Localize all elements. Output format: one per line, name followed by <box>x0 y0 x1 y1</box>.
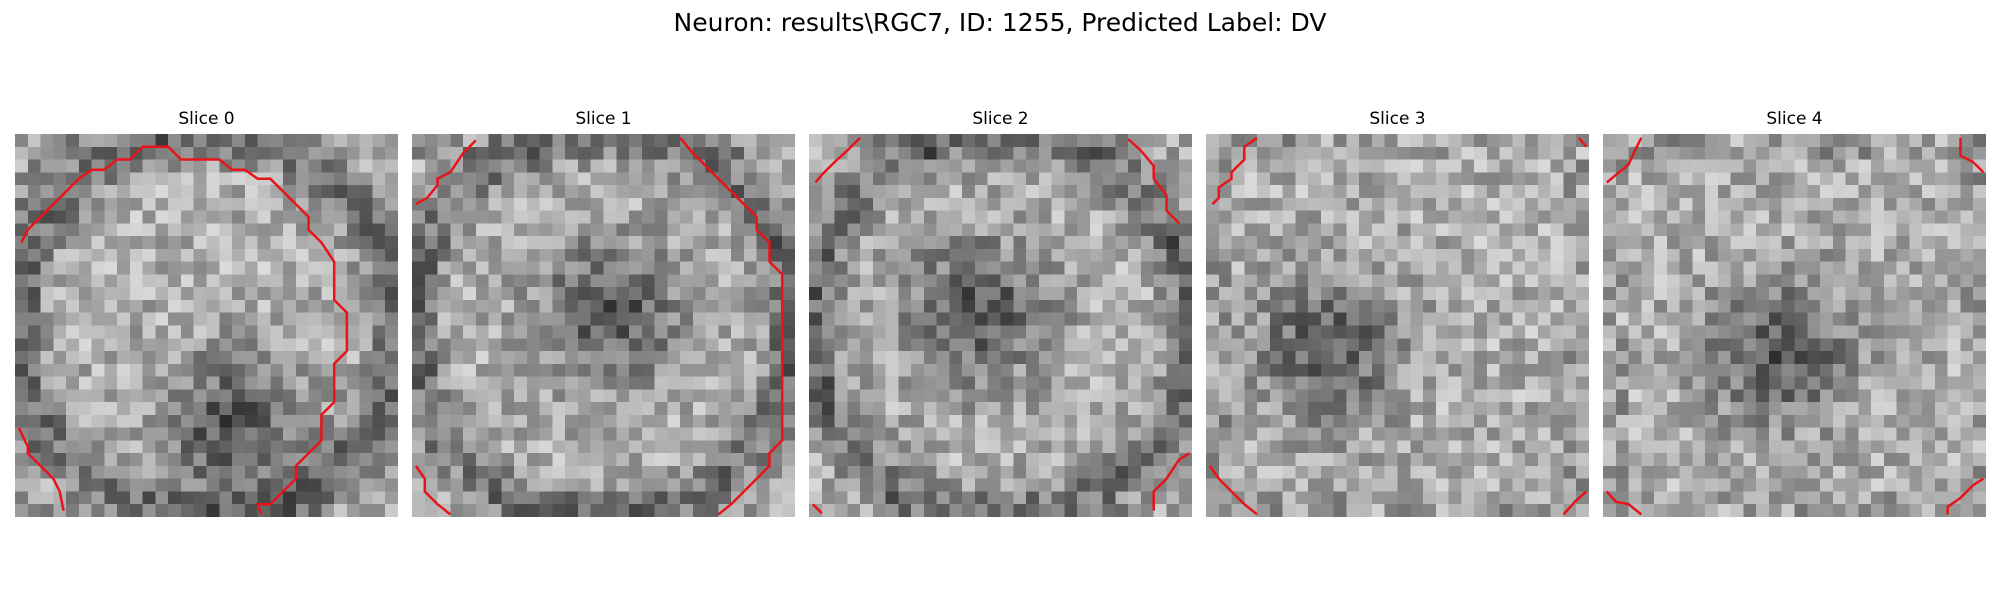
slice-image-1 <box>412 134 795 517</box>
slice-image-2 <box>809 134 1192 517</box>
contour-line <box>811 503 823 515</box>
contour-line <box>1946 477 1985 515</box>
pixel-grid <box>809 134 1192 517</box>
contour-line <box>1605 490 1643 516</box>
contour-line <box>1577 136 1588 148</box>
contour-line <box>1562 490 1588 516</box>
contour-line <box>679 137 784 516</box>
slice-image-0 <box>15 134 398 517</box>
contour-line <box>1605 137 1643 184</box>
slice-panel-2: Slice 2 <box>809 109 1192 517</box>
slice-panel-3: Slice 3 <box>1206 109 1589 517</box>
contour-line <box>1208 465 1258 516</box>
pixel-grid <box>1603 134 1986 517</box>
contour-line <box>814 136 861 184</box>
contour-line <box>20 145 349 515</box>
contour-line <box>414 465 452 516</box>
slice-panel-1: Slice 1 <box>412 109 795 517</box>
contour-line <box>1211 136 1258 206</box>
contour-line <box>1152 452 1191 511</box>
slice-title: Slice 0 <box>178 109 235 129</box>
figure-title: Neuron: results\RGC7, ID: 1255, Predicte… <box>673 8 1327 37</box>
slice-panel-0: Slice 0 <box>15 109 398 517</box>
slice-title: Slice 2 <box>972 109 1029 129</box>
slice-image-4 <box>1603 134 1986 517</box>
slice-title: Slice 3 <box>1369 109 1426 129</box>
pixel-grid <box>15 134 398 517</box>
slice-image-3 <box>1206 134 1589 517</box>
pixel-grid <box>412 134 795 517</box>
pixel-grid <box>1206 134 1589 517</box>
contour-line <box>1127 138 1181 225</box>
contour-line <box>17 427 65 511</box>
slice-title: Slice 1 <box>575 109 632 129</box>
slice-panel-4: Slice 4 <box>1603 109 1986 517</box>
contour-line <box>1959 137 1985 174</box>
contour-line <box>415 139 477 206</box>
slice-title: Slice 4 <box>1766 109 1823 129</box>
